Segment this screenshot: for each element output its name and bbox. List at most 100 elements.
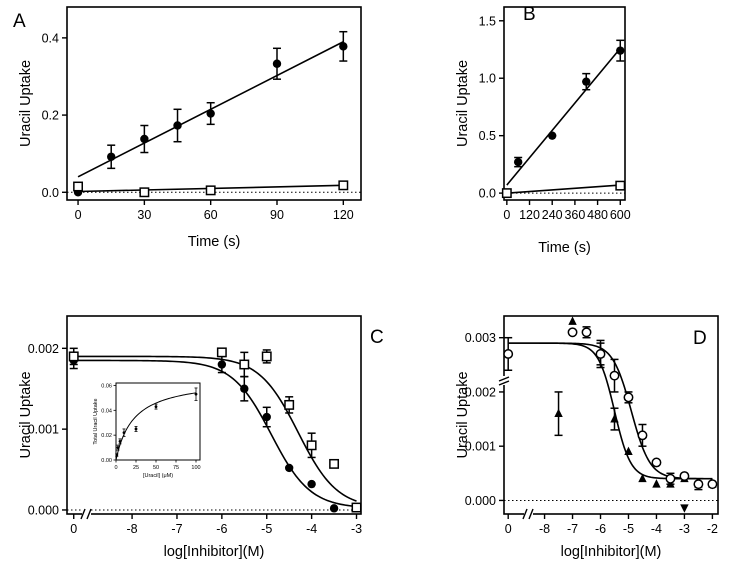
y-tick-label: 0.002 — [28, 342, 59, 356]
y-tick-label: 0.0 — [479, 187, 496, 201]
x-tick-label: -5 — [261, 522, 272, 536]
data-point — [339, 42, 348, 51]
panel-d: 0.000 0.001 0.002 0.003 -8 -7 -6 -5 -4 -3 -2 0 log[I… — [455, 315, 719, 560]
x-tick-label: 60 — [204, 208, 218, 222]
inset-x-tick-label: 75 — [173, 465, 179, 471]
fit-curve — [508, 342, 713, 480]
series-inverted — [680, 504, 689, 513]
fit-curve — [506, 47, 621, 186]
y-tick-label: 0.001 — [465, 440, 496, 454]
axis-break-gap — [82, 509, 91, 519]
plot-frame — [503, 6, 626, 201]
data-point — [261, 351, 272, 362]
data-point — [554, 408, 563, 418]
data-point — [624, 446, 633, 456]
data-point — [616, 46, 625, 55]
x-tick-label: -4 — [651, 522, 662, 536]
axis-break-gap — [524, 509, 533, 519]
x-tick-label: -8 — [539, 522, 550, 536]
data-point — [239, 359, 250, 370]
x-tick-label: 0 — [75, 208, 82, 222]
data-point — [609, 370, 620, 381]
data-point — [173, 121, 182, 130]
inset-fit-curve — [115, 392, 197, 461]
y-tick-label: 0.0 — [42, 186, 59, 200]
inset-x-tick-label: 50 — [153, 465, 159, 471]
fit-curve — [506, 184, 621, 194]
y-tick-label: 1.0 — [479, 72, 496, 86]
data-point — [637, 430, 648, 441]
y-tick-label: 0.4 — [42, 31, 59, 45]
y-tick-label: 0.002 — [465, 385, 496, 399]
data-point — [623, 392, 634, 403]
fit-curve — [73, 359, 357, 508]
y-axis-label: Uracil Uptake — [18, 60, 34, 147]
inset-y-tick-label: 0.02 — [101, 433, 112, 439]
y-tick-label: 0.003 — [465, 331, 496, 345]
inset-y-tick-label: 0.00 — [101, 458, 112, 464]
data-point — [329, 504, 339, 513]
data-point — [665, 473, 676, 484]
x-tick-label: -6 — [216, 522, 227, 536]
axis-break-mark — [80, 508, 86, 520]
x-tick-label: 480 — [587, 208, 608, 222]
x-tick-label: 240 — [542, 208, 563, 222]
data-point — [652, 479, 661, 488]
inset-x-tick-label: 25 — [133, 465, 139, 471]
inset-x-tick-label: 100 — [191, 465, 200, 471]
x-axis-label: log[Inhibitor](M) — [164, 544, 265, 560]
panel-a: 0.0 0.2 0.4 0 30 60 90 120 Time (s) Uracil Uptake… — [13, 6, 362, 250]
inset-chart: 0.00 0.02 0.04 0.06 0 25 50 75 100 [Uracil] (μM) T… — [93, 382, 201, 479]
panel-letter: C — [370, 327, 384, 348]
inset-x-axis-label: [Uracil] (μM) — [143, 473, 173, 479]
data-point — [501, 188, 512, 199]
axis-break-mark — [86, 508, 92, 520]
data-point — [610, 414, 619, 423]
series-filled — [73, 30, 348, 197]
data-point — [503, 349, 514, 359]
inset-data-point — [116, 446, 120, 449]
inset-data-point — [122, 431, 126, 435]
x-tick-label: 90 — [270, 208, 284, 222]
x-tick-label: 120 — [333, 208, 354, 222]
x-tick-label: -7 — [171, 522, 182, 536]
x-axis-label: Time (s) — [188, 234, 241, 250]
series-filled — [69, 351, 361, 513]
fit-curve — [508, 342, 713, 480]
axis-break-mark — [528, 508, 534, 520]
axis-break-mark — [498, 376, 510, 382]
axis-break-mark — [498, 380, 510, 386]
x-tick-label: 120 — [519, 208, 540, 222]
data-point — [217, 360, 227, 369]
inset-data-point — [194, 392, 198, 396]
x-tick-label: 360 — [564, 208, 585, 222]
data-point — [338, 180, 349, 191]
plot-frame — [503, 315, 719, 515]
data-point — [582, 77, 591, 86]
data-point — [679, 471, 690, 481]
inset-data-point — [154, 405, 158, 408]
data-point — [272, 59, 282, 68]
panel-b: 0.0 0.5 1.0 1.5 0 120 240 360 480 600 Time (s) Urac… — [455, 4, 631, 256]
data-point — [306, 440, 317, 451]
x-tick-label: 30 — [137, 208, 151, 222]
y-tick-label: 0.000 — [28, 503, 59, 517]
panel-letter: B — [523, 4, 536, 25]
inset-y-axis-label: Total Uracil Uptake — [93, 398, 99, 444]
y-tick-label: 0.5 — [479, 129, 496, 143]
x-tick-label: 600 — [610, 208, 631, 222]
x-tick-label-zero: 0 — [505, 522, 512, 536]
panel-letter: D — [693, 328, 707, 349]
data-point — [615, 180, 626, 191]
inset-data-point — [115, 453, 119, 457]
series-open — [503, 326, 718, 491]
data-point — [351, 502, 362, 513]
data-point — [284, 399, 295, 410]
data-point — [567, 327, 578, 338]
y-axis-label: Uracil Uptake — [18, 371, 34, 458]
series-filled — [502, 39, 625, 198]
data-point — [680, 504, 689, 513]
x-tick-label: -5 — [623, 522, 634, 536]
y-axis-label: Uracil Uptake — [455, 60, 471, 147]
